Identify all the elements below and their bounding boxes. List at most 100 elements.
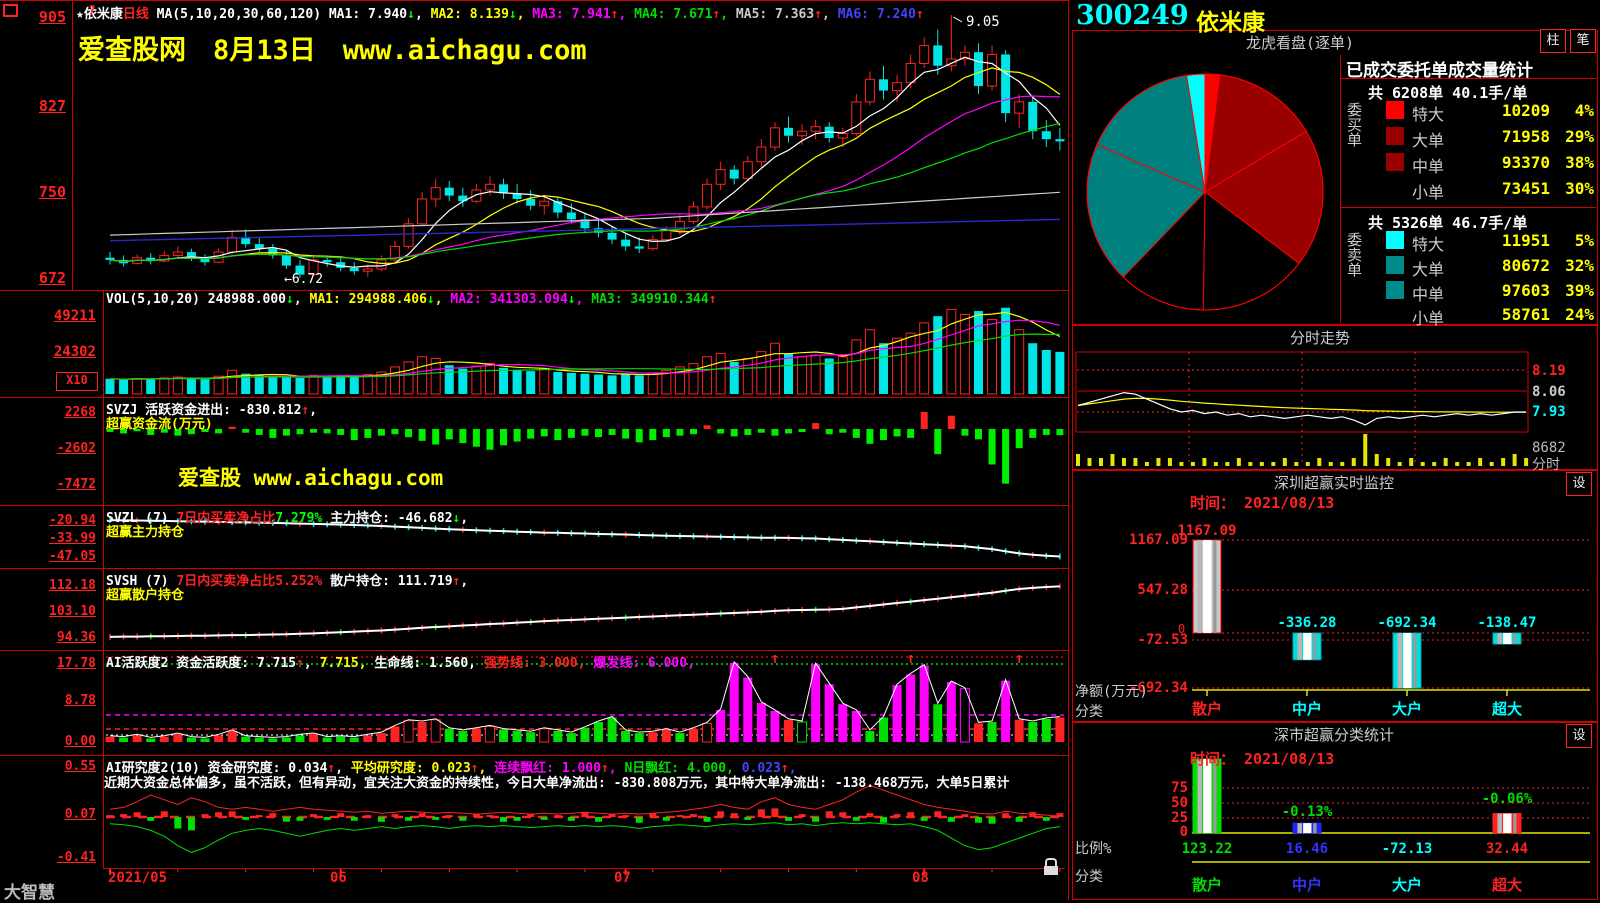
y-label: 905 <box>38 8 66 26</box>
intraday-panel[interactable] <box>1072 325 1598 470</box>
panel-title: 分时走势 <box>1289 329 1350 347</box>
category-label: 散户 <box>1191 876 1222 894</box>
header-segment: N日飘红: 4.000 <box>624 761 727 776</box>
monitor-time: 时间： 2021/08/13 <box>1190 494 1335 512</box>
divider <box>0 755 1068 756</box>
axis-class-label: 分类 <box>1075 704 1103 720</box>
header-segment: , <box>726 761 742 776</box>
category-label: 散户 <box>1191 700 1222 718</box>
swatch <box>1386 256 1404 274</box>
bar-mode-button[interactable]: 柱 <box>1540 29 1566 53</box>
monitor-time: 时间： 2021/08/13 <box>1190 750 1335 768</box>
row-value: 71958 <box>1501 127 1550 146</box>
swatch <box>1386 231 1404 249</box>
watermark-sub: 爱查股 www.aichagu.com <box>178 466 444 490</box>
header-segment: ↑ <box>610 7 619 22</box>
header-segment: , <box>309 403 318 418</box>
header-segment: 强势线: 3.000, <box>483 656 594 671</box>
y-label: -0.41 <box>56 850 96 865</box>
y-label: 50 <box>1171 795 1188 811</box>
header-segment: ↑ <box>712 7 721 22</box>
price-marker: ? <box>88 4 96 19</box>
vol-unit-box: X10 <box>56 372 98 391</box>
settings-button[interactable]: 设 <box>1566 472 1592 496</box>
lock-icon[interactable] <box>1044 858 1058 875</box>
row-pct: 30% <box>1565 179 1594 198</box>
header-segment: ↑ <box>708 292 717 307</box>
divider <box>0 397 1068 398</box>
swatch <box>1386 153 1404 171</box>
axis-class-label: 分类 <box>1075 869 1103 885</box>
header-segment: , <box>335 761 351 776</box>
swatch <box>1386 101 1404 119</box>
y-label: 827 <box>38 97 66 115</box>
header-segment: , <box>293 292 310 307</box>
bar-value: -138.47 <box>1477 615 1537 631</box>
header-segment: MA3: 7.941 <box>532 7 611 22</box>
intraday-axis-label: 分时 <box>1532 457 1560 473</box>
row-pct: 38% <box>1565 153 1594 172</box>
header-segment: MA(5,10,20,30,60,120) <box>148 7 329 22</box>
y-label: -692.34 <box>1128 680 1188 696</box>
ai1-header: AI活跃度2 资金活跃度: 7.715↑, 7.715, 生命线: 1.560,… <box>106 652 695 671</box>
category-label: 中户 <box>1291 876 1322 894</box>
header-segment: 主力持仓: -46.682 <box>322 511 453 526</box>
header-segment: AI研究度2(10) 资金研究度: 0.034 <box>106 761 328 776</box>
ai2-analysis-note: 近期大资金总体偏多，虽不活跃，但有异动，宜关注大资金的持续性，今日大单净流出: … <box>104 776 1010 791</box>
svzl-header: SVZL (7) 7日内买卖净占比7.279% 主力持仓: -46.682↓, <box>106 507 468 526</box>
svzj-header: SVZJ 活跃资金进出: -830.812↑, <box>106 399 317 418</box>
pen-mode-button[interactable]: 笔 <box>1570 29 1596 53</box>
header-segment: 散户持仓: 111.719 <box>322 574 453 589</box>
row-label: 大单 <box>1412 131 1445 150</box>
header-segment: ↑ <box>301 403 310 418</box>
header-segment: MA1: 294988.406 <box>309 292 427 307</box>
axis-border <box>103 290 104 868</box>
low-price-label: ←6.72 <box>284 272 324 287</box>
svsh-subtitle: 超赢散户持仓 <box>106 588 185 603</box>
row-pct: 4% <box>1574 101 1594 120</box>
stock-name: 依米康 <box>1196 9 1265 35</box>
table-title: 已成交委托单成交量统计 <box>1346 61 1533 81</box>
y-label: 24302 <box>53 344 96 360</box>
kline-header: ★依米康日线 MA(5,10,20,30,60,120) MA1: 7.940↓… <box>76 3 924 22</box>
header-segment: ↑ <box>600 761 609 776</box>
panel-title: 深圳超赢实时监控 <box>1273 474 1394 492</box>
y-label: 2268 <box>64 405 96 420</box>
header-segment: ↑ <box>296 656 304 671</box>
bar-value: -692.34 <box>1377 615 1437 631</box>
brand-logo: 大智慧 <box>4 883 55 903</box>
bar-value: 123.22 <box>1181 841 1233 857</box>
header-segment: , <box>460 574 469 589</box>
axis-unit-label: 比例% <box>1075 841 1112 857</box>
header-segment: MA2: 341303.094 <box>450 292 568 307</box>
intraday-mid-label: 8.06 <box>1532 384 1566 400</box>
divider <box>0 0 1068 1</box>
bar-value: 16.46 <box>1285 841 1329 857</box>
header-segment: 7日内买卖净占比5.252% <box>176 574 323 589</box>
y-label: 0.55 <box>64 759 96 774</box>
header-segment: ↑ <box>915 7 924 22</box>
header-segment: , <box>720 7 736 22</box>
ai2-header: AI研究度2(10) 资金研究度: 0.034↑, 平均研究度: 0.023↑,… <box>106 757 797 776</box>
y-label: -72.53 <box>1137 632 1188 648</box>
header-segment: 平均研究度: 0.023 <box>350 761 471 776</box>
date-label: 06 <box>330 870 347 886</box>
row-label: 小单 <box>1412 183 1445 202</box>
row-label: 中单 <box>1412 285 1445 304</box>
header-segment: , <box>575 292 592 307</box>
header-segment: , <box>358 656 375 671</box>
header-segment: 爆发线: 6.000, <box>593 656 695 671</box>
pct-label: -0.06% <box>1481 791 1533 807</box>
svsh-header: SVSH (7) 7日内买卖净占比5.252% 散户持仓: 111.719↑, <box>106 570 468 589</box>
row-label: 大单 <box>1412 260 1445 279</box>
header-segment: VOL(5,10,20) 248988.000 <box>106 292 287 307</box>
header-segment: MA2: 8.139 <box>430 7 509 22</box>
date-label: 08 <box>912 870 929 886</box>
y-label: 103.10 <box>49 604 96 619</box>
header-segment: , <box>822 7 838 22</box>
divider <box>0 290 1068 291</box>
y-label: 112.18 <box>49 578 96 593</box>
header-segment: 7.715 <box>319 656 359 671</box>
settings-button[interactable]: 设 <box>1566 724 1592 748</box>
row-value: 93370 <box>1501 153 1550 172</box>
